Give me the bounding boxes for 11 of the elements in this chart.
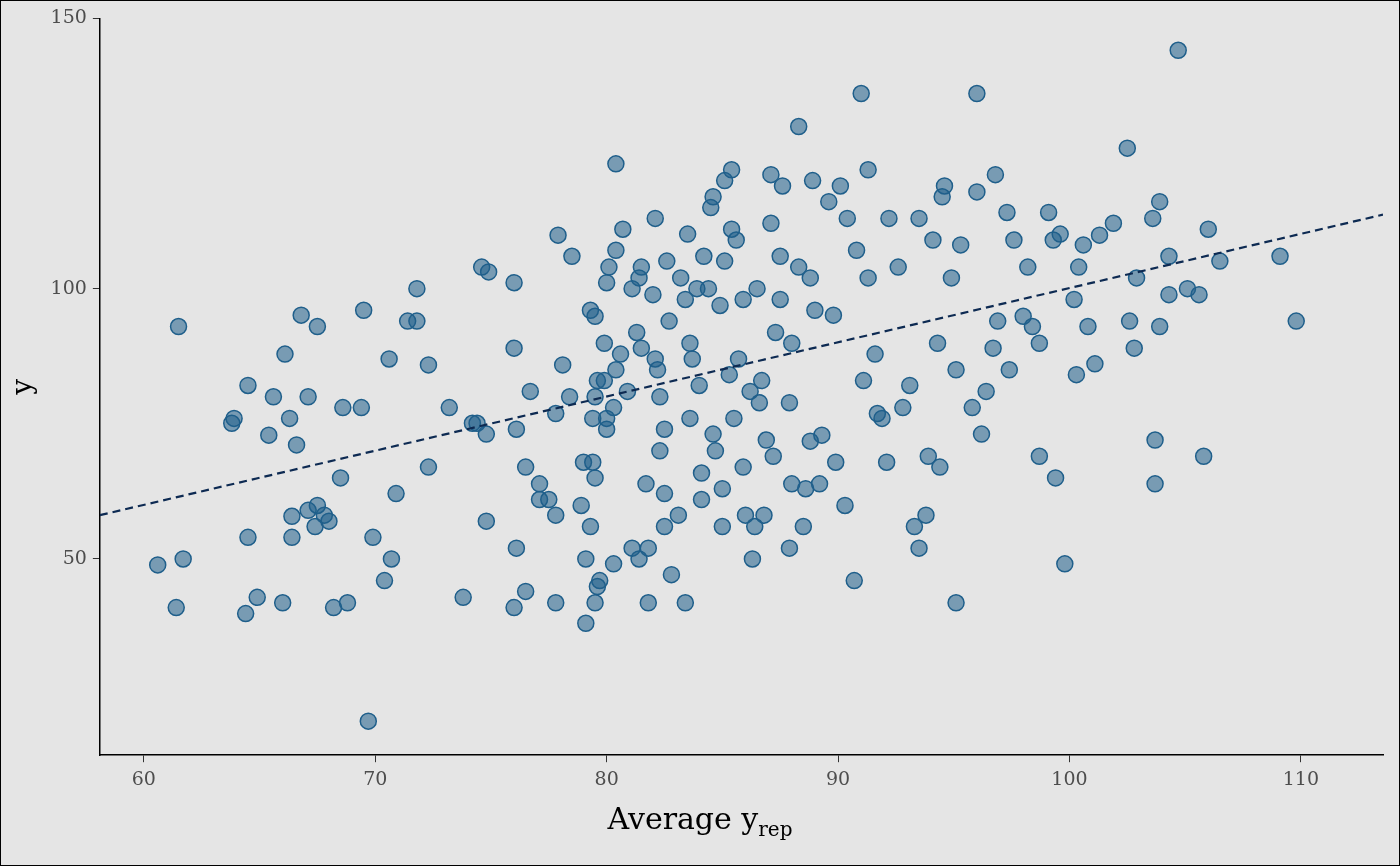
x-tick-label: 80	[594, 766, 619, 789]
x-tick-label: 110	[1282, 766, 1319, 789]
y-tick-label: 100	[50, 275, 87, 298]
x-tick-label: 60	[131, 766, 156, 789]
y-axis-title: y	[5, 378, 39, 396]
x-tick-label: 70	[363, 766, 388, 789]
x-tick-label: 90	[825, 766, 851, 789]
y-tick-label: 50	[62, 545, 87, 568]
y-tick-label: 150	[50, 5, 87, 28]
x-tick-label: 100	[1051, 766, 1088, 789]
x-axis-title: Average y$_{rep}$	[606, 801, 794, 841]
